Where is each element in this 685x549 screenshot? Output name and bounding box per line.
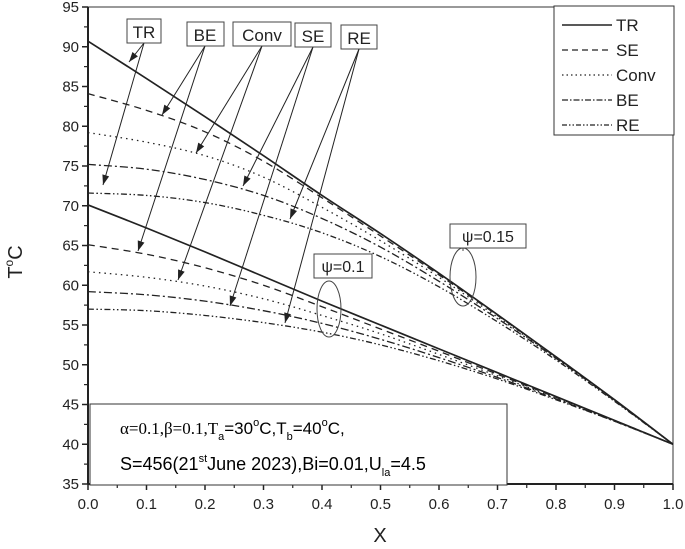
legend-item-re: RE <box>616 116 640 135</box>
series-line <box>87 93 674 445</box>
svg-text:1.0: 1.0 <box>663 496 684 513</box>
callout-tr: TR <box>133 23 156 42</box>
series-line <box>87 163 674 445</box>
svg-text:0.5: 0.5 <box>370 496 391 513</box>
svg-text:0.6: 0.6 <box>429 496 450 513</box>
legend-item-tr: TR <box>616 16 639 35</box>
legend-item-conv: Conv <box>616 66 656 85</box>
svg-text:75: 75 <box>62 158 79 175</box>
svg-text:0.9: 0.9 <box>604 496 625 513</box>
svg-text:0.3: 0.3 <box>253 496 274 513</box>
svg-text:85: 85 <box>62 79 79 96</box>
callout-labels: TR BE Conv SE RE <box>126 18 378 50</box>
psi-015-label: ψ=0.15 <box>462 229 514 246</box>
legend: TR SE Conv BE RE <box>553 5 675 136</box>
svg-text:35: 35 <box>62 476 79 493</box>
callout-re: RE <box>347 29 371 48</box>
legend-item-be: BE <box>616 91 639 110</box>
svg-text:0.0: 0.0 <box>78 496 99 513</box>
series-line <box>87 308 674 445</box>
svg-text:70: 70 <box>62 198 79 215</box>
svg-text:95: 95 <box>62 0 79 16</box>
series-line <box>87 204 674 446</box>
svg-text:0.2: 0.2 <box>195 496 216 513</box>
svg-text:45: 45 <box>62 397 79 414</box>
svg-text:40: 40 <box>62 436 79 453</box>
svg-text:0.7: 0.7 <box>487 496 508 513</box>
svg-text:50: 50 <box>62 357 79 374</box>
svg-text:0.1: 0.1 <box>136 496 157 513</box>
callout-se: SE <box>302 27 325 46</box>
y-axis-title: ToC <box>2 245 27 278</box>
svg-text:60: 60 <box>62 277 79 294</box>
series-line <box>87 131 674 445</box>
psi-01-label: ψ=0.1 <box>322 259 365 276</box>
series-lines <box>87 40 674 446</box>
svg-text:55: 55 <box>62 317 79 334</box>
callout-conv: Conv <box>242 26 282 45</box>
param-line-2: S=456(21stJune 2023),Bi=0.01,Ula=4.5 <box>120 453 426 479</box>
callout-be: BE <box>194 26 217 45</box>
svg-text:0.8: 0.8 <box>546 496 567 513</box>
series-line <box>87 244 674 445</box>
svg-text:80: 80 <box>62 118 79 135</box>
legend-item-se: SE <box>616 41 639 60</box>
parameter-box: α=0.1,β=0.1,Ta=30oC,Tb=40oC, S=456(21stJ… <box>89 403 508 486</box>
axes: 35 40 45 50 55 60 65 70 75 80 85 90 95 0.0 0.1 0.2 0.3 0.… <box>62 0 683 513</box>
svg-text:65: 65 <box>62 238 79 255</box>
svg-text:ToC: ToC <box>2 245 27 278</box>
psi-annotations: ψ=0.15 ψ=0.1 <box>313 223 527 338</box>
series-line <box>87 40 674 445</box>
x-axis-title: X <box>373 525 386 547</box>
callout-arrows <box>102 42 360 324</box>
svg-text:90: 90 <box>62 39 79 56</box>
svg-text:0.4: 0.4 <box>312 496 333 513</box>
series-line <box>87 192 674 445</box>
param-line-1: α=0.1,β=0.1,Ta=30oC,Tb=40oC, <box>120 417 345 443</box>
